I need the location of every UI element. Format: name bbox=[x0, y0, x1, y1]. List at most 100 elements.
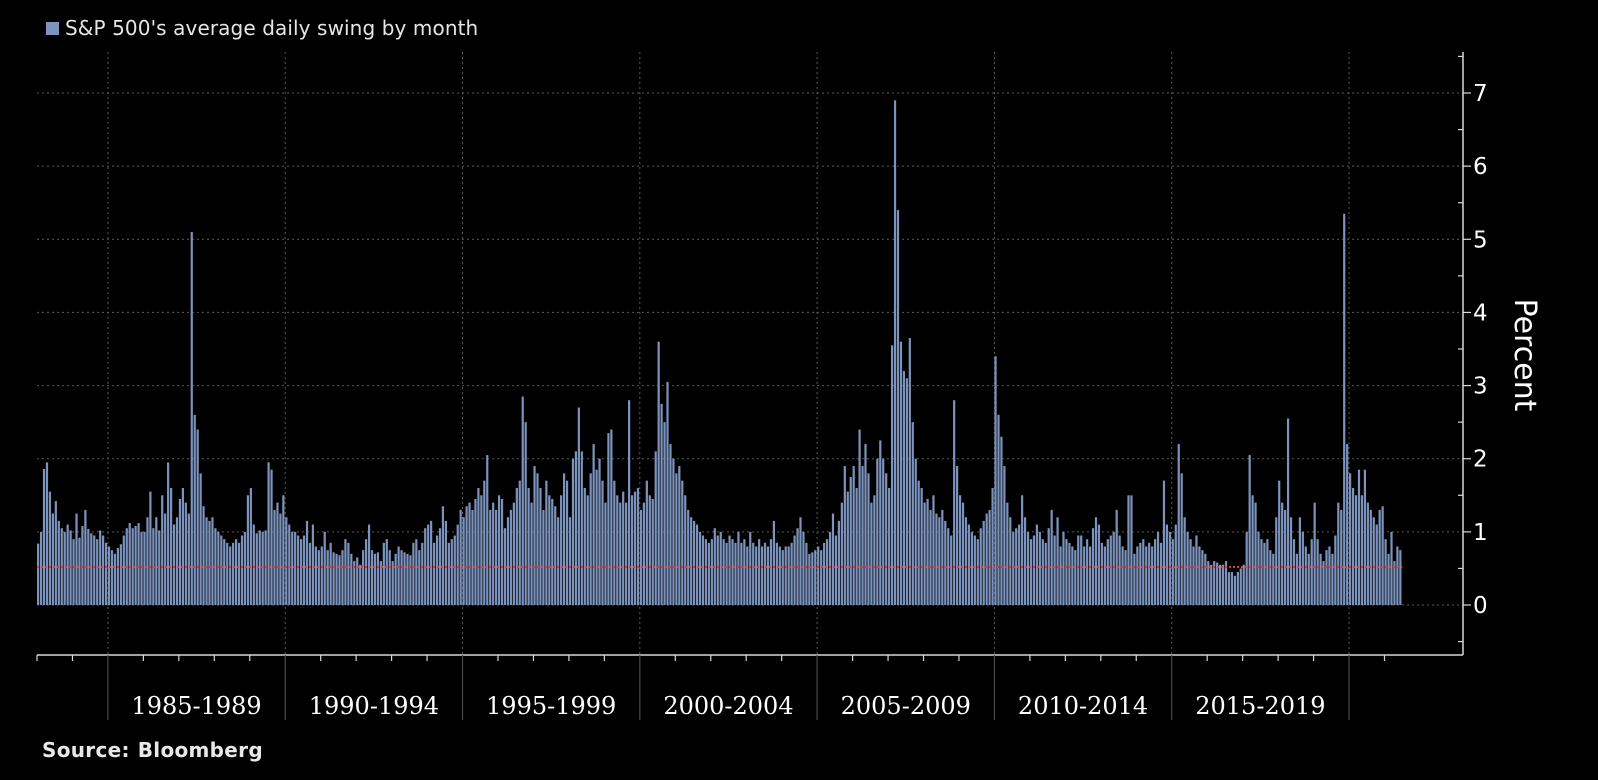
bar bbox=[893, 100, 897, 605]
bar bbox=[548, 495, 551, 605]
bar bbox=[350, 553, 353, 605]
bar bbox=[172, 524, 176, 605]
bar bbox=[137, 523, 140, 605]
bar bbox=[1180, 473, 1183, 605]
bar bbox=[515, 487, 518, 605]
bar bbox=[1210, 564, 1213, 605]
bar bbox=[568, 517, 572, 605]
bar bbox=[929, 509, 932, 605]
bar bbox=[288, 524, 291, 605]
bar bbox=[1050, 509, 1053, 605]
bar bbox=[54, 501, 57, 605]
bar bbox=[1124, 550, 1127, 605]
bar bbox=[143, 531, 146, 605]
bar bbox=[45, 462, 49, 605]
bar bbox=[1260, 539, 1263, 605]
bar bbox=[178, 498, 182, 605]
bar bbox=[769, 539, 773, 605]
bar bbox=[917, 480, 920, 605]
bar bbox=[430, 520, 433, 605]
bar bbox=[657, 341, 660, 605]
bar bbox=[1378, 509, 1381, 605]
bar bbox=[421, 542, 424, 605]
bar bbox=[492, 502, 495, 605]
bar bbox=[382, 542, 385, 605]
bar bbox=[107, 546, 111, 605]
bar bbox=[397, 546, 400, 605]
bar bbox=[237, 542, 241, 605]
bar bbox=[456, 524, 459, 605]
source-prefix: Source: bbox=[42, 738, 130, 762]
bar bbox=[503, 528, 507, 605]
bar bbox=[294, 531, 297, 605]
bar bbox=[855, 487, 858, 605]
bar bbox=[704, 539, 708, 605]
bar bbox=[234, 539, 238, 605]
bar bbox=[846, 491, 849, 605]
bar bbox=[1204, 553, 1207, 605]
bar bbox=[610, 429, 613, 605]
bar bbox=[1145, 546, 1148, 605]
bar bbox=[300, 539, 303, 605]
bar bbox=[181, 487, 185, 605]
legend-label: S&P 500's average daily swing by month bbox=[65, 16, 479, 40]
bar bbox=[533, 466, 536, 605]
bar bbox=[1381, 506, 1384, 605]
bar bbox=[820, 550, 823, 605]
bar bbox=[391, 561, 394, 605]
bar bbox=[359, 564, 362, 605]
y-tick-label: 2 bbox=[1473, 447, 1488, 473]
bar bbox=[376, 552, 380, 605]
bar bbox=[944, 520, 947, 605]
bar bbox=[574, 451, 578, 605]
bar bbox=[184, 502, 187, 605]
bar bbox=[530, 502, 533, 605]
bar bbox=[1148, 542, 1151, 605]
bar bbox=[202, 506, 205, 605]
bar bbox=[104, 542, 108, 605]
bar bbox=[1245, 531, 1248, 605]
bar bbox=[1331, 553, 1334, 605]
bar bbox=[758, 539, 761, 605]
bar bbox=[1254, 502, 1257, 605]
bar bbox=[976, 539, 979, 605]
bar bbox=[1118, 535, 1121, 605]
bar bbox=[1174, 524, 1177, 605]
bar bbox=[802, 531, 805, 605]
bar bbox=[1319, 553, 1322, 605]
bar bbox=[1038, 531, 1041, 605]
bar bbox=[1026, 531, 1030, 605]
bar bbox=[908, 338, 911, 605]
bar bbox=[362, 550, 365, 605]
bar bbox=[1112, 531, 1115, 605]
bar bbox=[1286, 418, 1290, 605]
bar bbox=[1083, 546, 1086, 605]
bar bbox=[628, 400, 631, 605]
bar bbox=[1322, 561, 1325, 605]
bar bbox=[814, 550, 817, 605]
bar bbox=[1233, 575, 1236, 605]
y-tick-label: 7 bbox=[1473, 81, 1488, 107]
bar bbox=[669, 444, 672, 605]
bar bbox=[483, 480, 486, 605]
bar bbox=[1056, 517, 1059, 605]
bar bbox=[1227, 572, 1231, 605]
source-note: Source: Bloomberg bbox=[42, 738, 263, 762]
bar bbox=[1284, 509, 1287, 605]
bar bbox=[370, 550, 374, 605]
bar bbox=[630, 495, 634, 605]
bar bbox=[249, 487, 252, 605]
bar bbox=[772, 520, 776, 605]
bar bbox=[831, 513, 835, 605]
bar bbox=[1133, 553, 1136, 605]
bar bbox=[1189, 539, 1192, 605]
bar bbox=[471, 509, 474, 605]
bar bbox=[1349, 473, 1352, 605]
legend-swatch bbox=[46, 21, 59, 35]
bar bbox=[367, 524, 371, 605]
bar bbox=[1003, 466, 1006, 605]
bar bbox=[1136, 546, 1139, 605]
bar bbox=[1213, 561, 1216, 605]
bar bbox=[1281, 502, 1284, 605]
bar bbox=[678, 466, 681, 605]
